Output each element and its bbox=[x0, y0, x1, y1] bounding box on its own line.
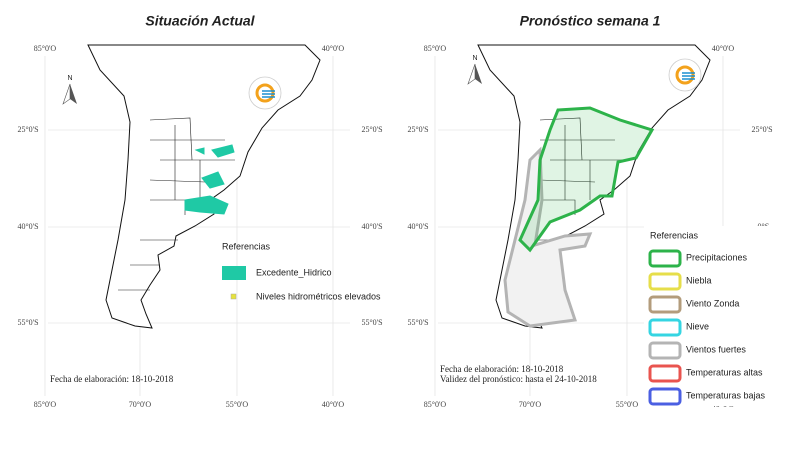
legend-label: Excedente_Hidrico bbox=[256, 267, 332, 277]
logo bbox=[668, 58, 702, 92]
footer-text: Fecha de elaboración: 18-10-2018 bbox=[440, 364, 564, 374]
logo bbox=[248, 76, 282, 110]
lat-label: 40°0'S bbox=[407, 222, 428, 231]
lon-label: 85°0'O bbox=[34, 44, 57, 53]
legend-label: Precipitaciones bbox=[686, 252, 748, 262]
legend-title: Referencias bbox=[222, 241, 271, 251]
legend-swatch bbox=[648, 387, 682, 406]
legend-title: Referencias bbox=[650, 230, 699, 240]
lon-label: 70°0'O bbox=[129, 400, 152, 409]
logo-sun bbox=[675, 65, 695, 85]
legend-label: Temperaturas bajas bbox=[686, 390, 766, 400]
lat-label: 40°0'S bbox=[361, 222, 382, 231]
legend-swatch bbox=[648, 295, 682, 314]
legend-label: Nieve bbox=[686, 321, 709, 331]
legend-swatch bbox=[648, 318, 682, 337]
logo-waves bbox=[682, 72, 695, 80]
north-arrow-shape bbox=[467, 63, 476, 85]
logo-ring bbox=[668, 58, 702, 92]
lon-label: 85°0'O bbox=[424, 400, 447, 409]
legend-label: Temperaturas altas bbox=[686, 367, 763, 377]
footer-text: Validez del pronóstico: hasta el 24-10-2… bbox=[440, 374, 597, 384]
legend-label: Niveles hidrométricos elevados bbox=[256, 291, 381, 301]
logo-waves bbox=[262, 90, 275, 98]
north-arrow-shape bbox=[62, 83, 71, 105]
legend-swatch bbox=[648, 341, 682, 360]
map-panel: Pronóstico semana 185°0'O85°0'O70°0'O70°… bbox=[407, 13, 784, 409]
lon-label: 40°0'O bbox=[322, 400, 345, 409]
north-arrow: N bbox=[467, 55, 482, 85]
lon-label: 85°0'O bbox=[424, 44, 447, 53]
panel-title: Situación Actual bbox=[145, 13, 255, 29]
lat-label: 40°0'S bbox=[17, 222, 38, 231]
lon-label: 55°0'O bbox=[616, 400, 639, 409]
map-panel: Situación Actual85°0'O85°0'O70°0'O70°0'O… bbox=[17, 13, 382, 409]
footer-text: Fecha de elaboración: 18-10-2018 bbox=[50, 374, 174, 384]
north-arrow-shape bbox=[70, 84, 77, 104]
lat-label: 55°0'S bbox=[17, 318, 38, 327]
lat-label: 25°0'S bbox=[407, 125, 428, 134]
lon-label: 40°0'O bbox=[322, 44, 345, 53]
wind-area bbox=[503, 146, 593, 328]
panel-title: Pronóstico semana 1 bbox=[520, 13, 661, 29]
lon-label: 40°0'O bbox=[712, 44, 735, 53]
north-label: N bbox=[472, 55, 477, 62]
precip-area bbox=[518, 106, 655, 253]
legend-label: Niebla bbox=[686, 275, 712, 285]
legend-swatch bbox=[648, 249, 682, 268]
north-label: N bbox=[67, 75, 72, 82]
legend-swatch bbox=[648, 272, 682, 291]
continent-outline bbox=[87, 44, 321, 329]
logo-sun bbox=[255, 83, 275, 103]
north-arrow-shape bbox=[475, 64, 482, 84]
legend-label: Viento Zonda bbox=[686, 298, 739, 308]
lat-label: 55°0'S bbox=[361, 318, 382, 327]
legend-swatch bbox=[648, 364, 682, 383]
lon-label: 70°0'O bbox=[519, 400, 542, 409]
legend-label: Vientos fuertes bbox=[686, 344, 746, 354]
north-arrow: N bbox=[62, 75, 77, 105]
logo-ring bbox=[248, 76, 282, 110]
lat-label: 55°0'S bbox=[407, 318, 428, 327]
lat-label: 25°0'S bbox=[361, 125, 382, 134]
excess-area bbox=[184, 144, 235, 215]
lon-label: 85°0'O bbox=[34, 400, 57, 409]
lat-label: 25°0'S bbox=[17, 125, 38, 134]
lat-label: 25°0'S bbox=[751, 125, 772, 134]
lon-label: 55°0'O bbox=[226, 400, 249, 409]
legend-swatch bbox=[222, 266, 246, 280]
legend-swatch bbox=[230, 293, 237, 300]
